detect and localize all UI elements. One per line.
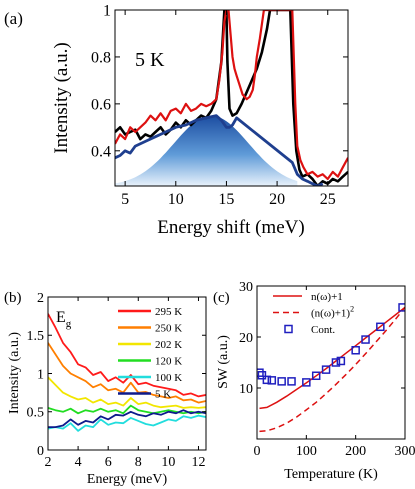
panel-a-ytick-label: 0.4 bbox=[91, 143, 111, 160]
temperature-annotation: 5 K bbox=[135, 49, 165, 71]
y-axis-label-c: SW (a.u.) bbox=[216, 335, 231, 389]
panel-b: (b) 2 4 6 8 10 12 0 0.5 1 1.5 2 Eg 295 K 250 K 202 K… bbox=[4, 290, 207, 487]
legend-label: 5 K bbox=[155, 389, 171, 401]
series-line-5-k bbox=[48, 409, 206, 429]
legend-label: 250 K bbox=[155, 323, 182, 335]
cont-marker bbox=[336, 356, 346, 366]
cont-marker bbox=[376, 322, 385, 332]
x-axis-label-b: Energy (meV) bbox=[87, 472, 168, 487]
panel-b-xtick-label: 6 bbox=[105, 455, 112, 470]
cont-marker bbox=[277, 377, 286, 386]
panel-c-series bbox=[257, 303, 405, 433]
panel-c-xtick-label: 300 bbox=[395, 444, 415, 459]
panel-c-xtick-label: 100 bbox=[296, 444, 317, 459]
panel-label-c: (c) bbox=[213, 290, 230, 306]
panel-a-xtick-label: 15 bbox=[218, 191, 234, 208]
series-line-295-k bbox=[48, 313, 206, 398]
cont-marker bbox=[262, 375, 272, 385]
eg-label: Eg bbox=[56, 309, 72, 330]
continuum-fill bbox=[115, 115, 298, 186]
legend-label: 295 K bbox=[155, 306, 182, 318]
y-axis-label-a: Intensity (a.u.) bbox=[51, 42, 72, 153]
panel-c-ytick-label: 10 bbox=[239, 382, 253, 397]
panel-a-ytick-label: 0.8 bbox=[91, 50, 111, 67]
panel-b-xtick-label: 10 bbox=[161, 455, 175, 470]
panel-a: (a) 5 10 15 20 25 0.4 0.6 0.8 1 5 K Energy shift… bbox=[4, 3, 349, 238]
panel-label-a: (a) bbox=[4, 9, 23, 28]
eg-label-sub: g bbox=[66, 318, 72, 330]
x-axis-label-a: Energy shift (meV) bbox=[157, 217, 304, 238]
panel-a-xtick-label: 5 bbox=[121, 191, 129, 208]
panel-b-ytick-label: 2 bbox=[37, 291, 44, 306]
eg-label-main: E bbox=[56, 309, 66, 326]
panel-b-ytick-label: 1.5 bbox=[27, 329, 45, 344]
legend-label: (n(ω)+1)2 bbox=[311, 305, 354, 320]
legend-superscript: 2 bbox=[350, 305, 354, 314]
panel-b-series bbox=[48, 313, 206, 432]
legend-label: Cont. bbox=[311, 324, 335, 336]
panel-b-ticks: 2 4 6 8 10 12 0 0.5 1 1.5 2 bbox=[27, 291, 206, 470]
panel-b-xtick-label: 12 bbox=[191, 455, 205, 470]
cont-marker bbox=[257, 368, 264, 377]
legend-label: 120 K bbox=[155, 356, 182, 368]
panel-b-ytick-label: 1 bbox=[37, 367, 44, 382]
spectrum-blue-line bbox=[115, 114, 324, 186]
panel-b-ytick-label: 0 bbox=[37, 444, 44, 459]
panel-label-b: (b) bbox=[4, 290, 22, 306]
n-plus-one-squared-line bbox=[259, 306, 405, 433]
panel-b-legend: 295 K 250 K 202 K 120 K 100 K 5 K bbox=[118, 306, 182, 401]
panel-a-xtick-label: 20 bbox=[269, 191, 285, 208]
panel-b-xtick-label: 8 bbox=[135, 455, 142, 470]
cont-marker bbox=[331, 358, 341, 367]
legend-marker bbox=[284, 324, 293, 334]
cont-marker bbox=[257, 371, 267, 380]
series-line-100-k bbox=[48, 414, 206, 432]
panel-b-xtick-label: 2 bbox=[45, 455, 52, 470]
panel-c-xtick-label: 0 bbox=[254, 444, 261, 459]
series-line-202-k bbox=[48, 376, 206, 409]
panel-a-ytick-label: 1 bbox=[103, 3, 111, 20]
panel-a-xtick-label: 25 bbox=[320, 191, 336, 208]
panel-a-frame bbox=[114, 9, 349, 187]
panel-c-ytick-label: 30 bbox=[239, 280, 253, 295]
cont-marker bbox=[267, 376, 277, 385]
y-axis-label-b: Intensity (a.u.) bbox=[7, 332, 22, 414]
x-axis-label-c: Temperature (K) bbox=[284, 467, 378, 482]
panel-b-ytick-label: 0.5 bbox=[27, 406, 45, 421]
legend-label: 202 K bbox=[155, 339, 182, 351]
series-line-250-k bbox=[48, 342, 206, 404]
spectrum-red-line bbox=[115, 10, 348, 181]
panel-c: (c) 0 100 200 300 10 20 30 n(ω)+1 (n(ω)+1)2 Cont… bbox=[213, 280, 415, 482]
cont-marker bbox=[311, 371, 321, 381]
panel-c-ytick-label: 20 bbox=[239, 331, 253, 346]
panel-c-legend: n(ω)+1 (n(ω)+1)2 Cont. bbox=[273, 291, 354, 336]
legend-label: 100 K bbox=[155, 372, 182, 384]
panel-c-frame bbox=[256, 285, 406, 440]
panel-a-ytick-label: 0.6 bbox=[91, 96, 111, 113]
cont-marker bbox=[351, 346, 360, 355]
spectrum-black-line bbox=[115, 10, 348, 186]
cont-marker bbox=[321, 365, 331, 374]
cont-marker bbox=[302, 378, 311, 387]
legend-label: n(ω)+1 bbox=[311, 291, 343, 303]
panel-c-xtick-label: 200 bbox=[345, 444, 366, 459]
cont-marker bbox=[361, 335, 370, 344]
n-plus-one-line bbox=[259, 306, 405, 410]
panel-a-xtick-label: 10 bbox=[168, 191, 184, 208]
panel-a-ticks: 5 10 15 20 25 0.4 0.6 0.8 1 bbox=[91, 3, 348, 208]
panel-c-ticks: 0 100 200 300 10 20 30 bbox=[239, 280, 415, 459]
cont-marker bbox=[398, 303, 405, 312]
panel-b-xtick-label: 4 bbox=[75, 455, 82, 470]
cont-marker bbox=[287, 377, 296, 386]
panel-a-series bbox=[115, 10, 348, 186]
